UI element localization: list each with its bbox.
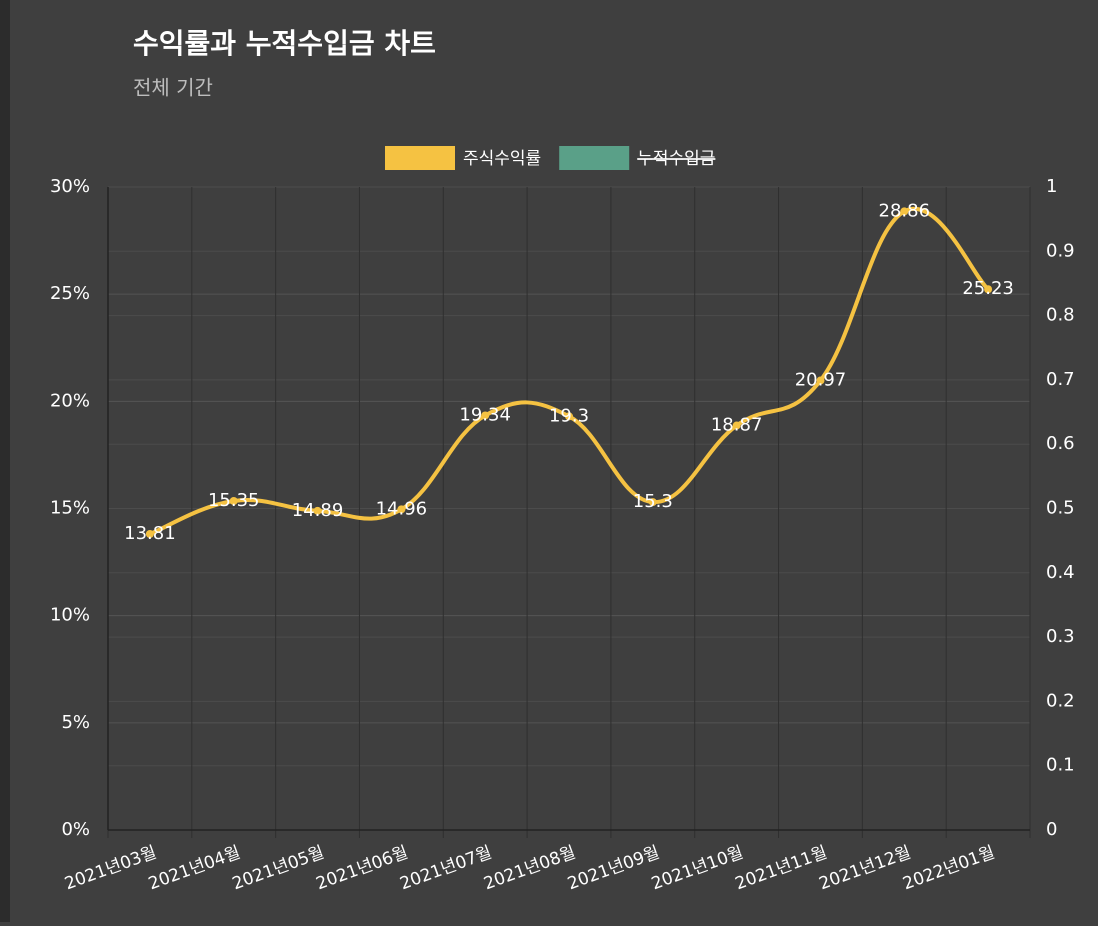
chart-subtitle: 전체 기간	[133, 76, 213, 100]
point	[313, 506, 322, 515]
y2-tick-label: 1	[1046, 176, 1057, 197]
point	[984, 285, 993, 294]
data-label: 20.97	[795, 370, 847, 391]
legend-label: 주식수익률	[463, 149, 541, 169]
point	[816, 376, 825, 385]
chart-title: 수익률과 누적수입금 차트	[133, 27, 436, 60]
y-tick-label: 5%	[61, 712, 90, 733]
y-tick-label: 20%	[50, 390, 90, 411]
legend-swatch	[559, 146, 630, 170]
legend-label: 누적수입금	[637, 149, 715, 169]
y2-tick-label: 0.9	[1046, 240, 1075, 261]
y-tick-label: 0%	[61, 819, 90, 840]
point	[397, 505, 406, 514]
data-label: 28.86	[879, 200, 931, 221]
point	[565, 412, 573, 421]
data-label: 15.3	[633, 491, 673, 512]
y2-tick-label: 0.8	[1046, 305, 1075, 326]
y2-tick-label: 0.4	[1046, 562, 1075, 583]
data-label: 18.87	[711, 415, 763, 436]
point	[900, 207, 909, 216]
point	[145, 530, 154, 539]
y2-tick-label: 0.5	[1046, 498, 1075, 519]
y2-tick-label: 0.3	[1046, 626, 1075, 647]
point	[648, 498, 657, 507]
data-label: 13.81	[124, 523, 176, 544]
y2-tick-label: 0.2	[1046, 690, 1075, 711]
data-label: 25.23	[962, 278, 1014, 299]
y2-tick-label: 0	[1046, 819, 1057, 840]
data-label: 15.35	[208, 490, 260, 511]
y-tick-label: 10%	[50, 605, 90, 626]
data-label: 14.96	[376, 498, 428, 519]
y-tick-label: 15%	[50, 498, 90, 519]
legend-swatch	[385, 146, 455, 170]
data-label: 19.34	[459, 404, 511, 425]
data-label: 14.89	[292, 500, 344, 521]
y2-tick-label: 0.1	[1046, 755, 1075, 776]
point	[229, 496, 238, 505]
y-tick-label: 25%	[50, 283, 90, 304]
y2-tick-label: 0.6	[1046, 433, 1075, 454]
y2-tick-label: 0.7	[1046, 369, 1075, 390]
point	[732, 421, 741, 430]
point	[481, 411, 490, 420]
side-strip	[0, 0, 10, 922]
y-tick-label: 30%	[50, 176, 90, 197]
data-label: 19.3	[549, 405, 589, 426]
